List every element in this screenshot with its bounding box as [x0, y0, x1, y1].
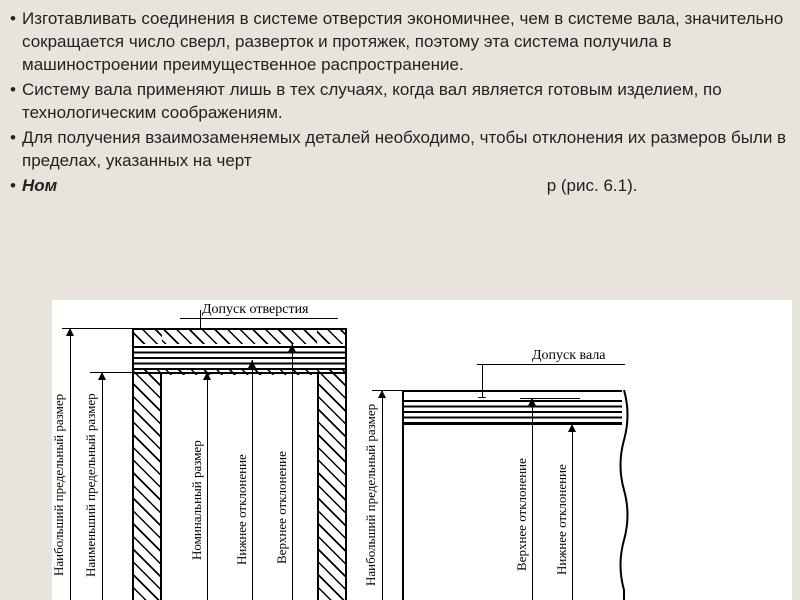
bullet-3: Для получения взаимозаменяемых деталей н…: [10, 127, 790, 173]
bullet-1-text: Изготавливать соединения в системе отвер…: [22, 9, 783, 74]
break-line-icon: [617, 390, 631, 600]
upper-dev-label-2: Верхнее отклонение: [515, 435, 529, 595]
max-limit-label-2: Наибольший предельный размер: [364, 400, 378, 590]
lower-dev-label-2: Нижнее отклонение: [555, 445, 569, 595]
bullet-4: Ном р (рис. 6.1).: [10, 175, 790, 198]
lower-dev-label: Нижнее отклонение: [235, 435, 249, 585]
bullet-2-text: Систему вала применяют лишь в тех случая…: [22, 80, 722, 122]
min-limit-label-1: Наименьший предельный размер: [84, 385, 98, 585]
bullet-4-prefix: Ном: [22, 176, 57, 195]
tolerance-diagram: Допуск отверстия Наибольший предельный р…: [52, 300, 792, 600]
nominal-label: Номинальный размер: [190, 415, 204, 585]
bullet-2: Систему вала применяют лишь в тех случая…: [10, 79, 790, 125]
slide-text: Изготавливать соединения в системе отвер…: [0, 0, 800, 198]
upper-dev-label: Верхнее отклонение: [275, 428, 289, 588]
bullet-3-text: Для получения взаимозаменяемых деталей н…: [22, 128, 786, 170]
bullet-4-suffix: р (рис. 6.1).: [547, 176, 638, 195]
hole-tolerance-label: Допуск отверстия: [202, 302, 309, 318]
max-limit-label-1: Наибольший предельный размер: [52, 385, 66, 585]
shaft-tolerance-label: Допуск вала: [532, 348, 606, 364]
bullet-1: Изготавливать соединения в системе отвер…: [10, 8, 790, 77]
